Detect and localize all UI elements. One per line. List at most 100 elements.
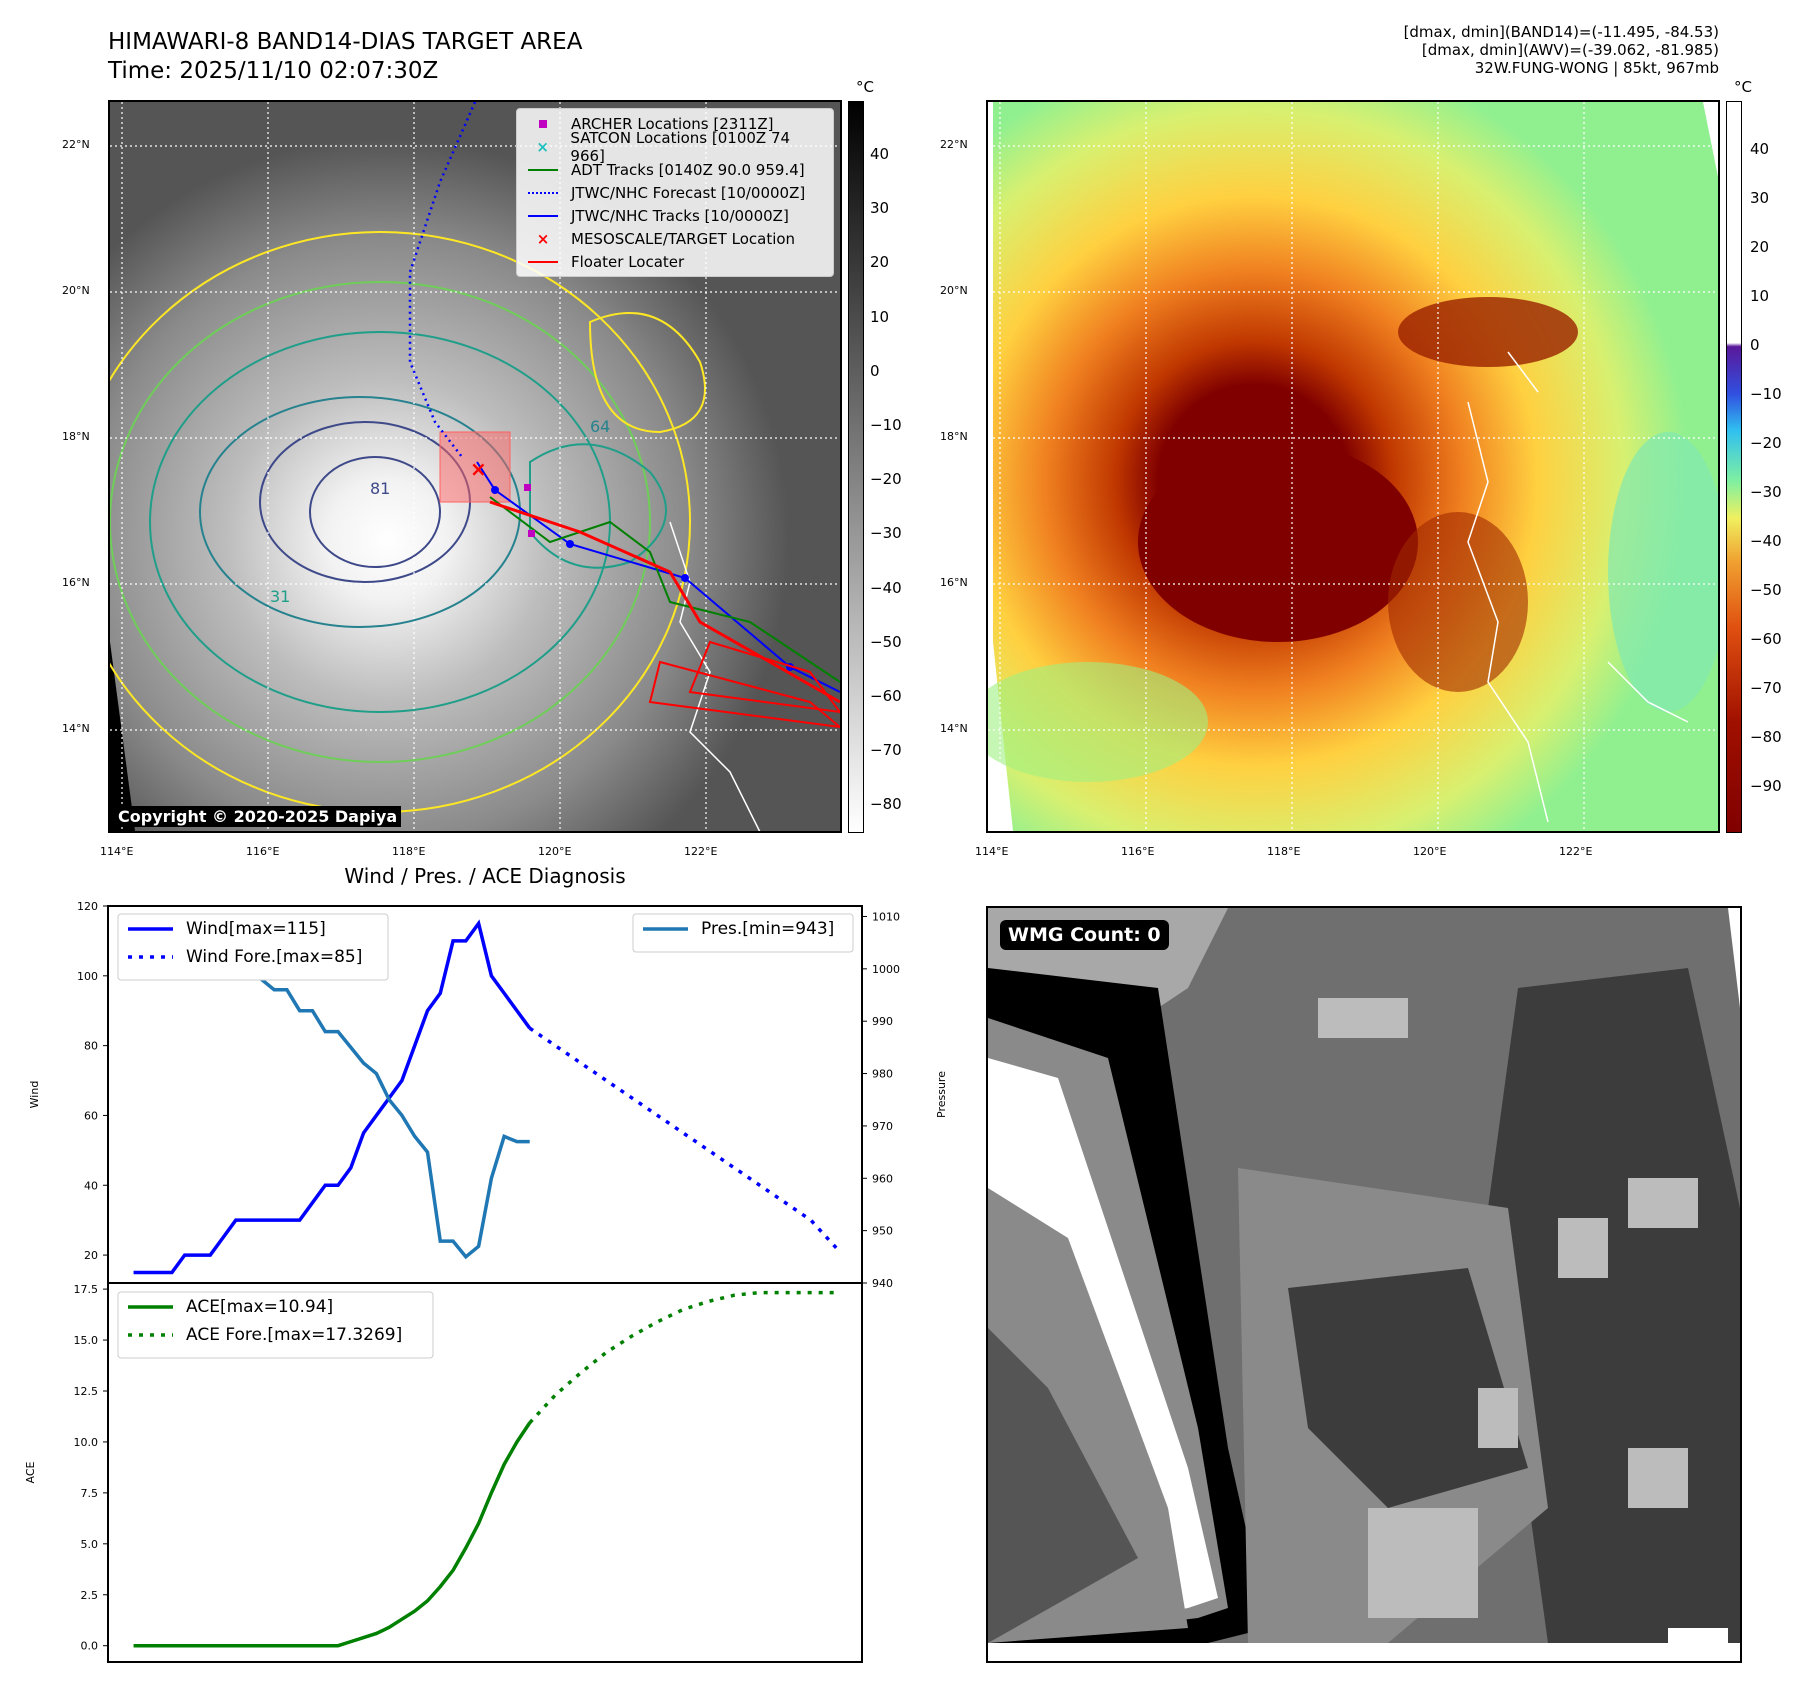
lat-label: 18°N [940,430,968,443]
legend-forecast: JTWC/NHC Forecast [10/0000Z] [525,181,825,204]
y-right-tick-label: 960 [872,1172,893,1185]
ace-legend: ACE[max=10.94] ACE Fore.[max=17.3269] [117,1291,434,1359]
lat-label: 22°N [62,138,90,151]
colorbar-tick: −40 [1750,532,1782,550]
y-tick-label: 80 [84,1040,98,1053]
ace-tick-label: 0.0 [81,1640,99,1653]
colorbar-unit: °C [856,78,874,96]
lon-label: 114°E [100,845,134,858]
wind-forecast-line [528,1026,838,1250]
lat-label: 18°N [62,430,90,443]
lat-label: 20°N [940,284,968,297]
colorbar-tick: −90 [1750,777,1782,795]
lon-label: 118°E [1267,845,1301,858]
legend-floater: Floater Locater [525,250,825,273]
colorbar-tick: −70 [1750,679,1782,697]
y-right-tick-label: 940 [872,1277,893,1290]
legend-label: JTWC/NHC Tracks [10/0000Z] [571,206,789,225]
y-right-tick-label: 990 [872,1015,893,1028]
lon-label: 120°E [538,845,572,858]
stats-line-2: [dmax, dmin](AWV)=(-39.062, -81.985) [1421,41,1719,59]
legend-label: SATCON Locations [0100Z 74 966] [570,128,791,165]
awv-map-panel [986,100,1720,833]
y-tick-label: 60 [84,1109,98,1122]
lat-label: 20°N [62,284,90,297]
ace-tick-label: 2.5 [81,1589,99,1602]
colorbar-tick: 40 [1750,140,1770,158]
legend-archer: ARCHER Locations [2311Z] [525,112,825,135]
ace-axes-frame [107,1282,863,1663]
legend-label: Floater Locater [571,252,685,271]
color-colorbar [1726,101,1742,833]
wmg-image [988,908,1740,1643]
svg-text:×: × [470,457,487,481]
legend-label: ADT Tracks [0140Z 90.0 959.4] [571,160,805,179]
colorbar-tick: 30 [1750,189,1770,207]
y-right-tick-label: 1010 [872,910,900,923]
awv-map-image [988,102,1718,831]
y-right-tick-label: 950 [872,1225,893,1238]
colorbar-tick: 10 [1750,287,1770,305]
lat-label: 14°N [62,722,90,735]
colorbar-tick: −30 [1750,483,1782,501]
pressure-legend: Pres.[min=943] [632,913,854,953]
figure-title: HIMAWARI-8 BAND14-DIAS TARGET AREA Time:… [108,28,582,86]
wind-axis-label: Wind [28,1081,41,1109]
lat-label: 14°N [940,722,968,735]
lon-label: 116°E [1121,845,1155,858]
ace-tick-label: 7.5 [81,1487,99,1500]
colorbar-unit: °C [1734,78,1752,96]
lon-label: 114°E [975,845,1009,858]
legend-label: Wind Fore.[max=85] [186,947,362,967]
stats-header: [dmax, dmin](BAND14)=(-11.495, -84.53) [… [1404,23,1719,77]
y-tick-label: 120 [77,900,98,913]
colorbar-tick: 20 [870,253,890,272]
map-legend: ARCHER Locations [2311Z] × SATCON Locati… [516,108,834,277]
legend-label: JTWC/NHC Forecast [10/0000Z] [571,183,806,202]
colorbar-tick: −60 [870,687,902,705]
colorbar-tick: −40 [870,578,902,597]
lon-label: 116°E [246,845,280,858]
copyright-label: Copyright © 2020-2025 Dapiya [114,806,402,827]
colorbar-tick: −80 [1750,728,1782,746]
colorbar-tick: 40 [870,145,890,163]
title-line-2: Time: 2025/11/10 02:07:30Z [108,58,439,84]
colorbar-tick: −10 [870,416,902,434]
legend-label: MESOSCALE/TARGET Location [571,229,796,248]
stats-line-1: [dmax, dmin](BAND14)=(-11.495, -84.53) [1403,23,1719,41]
contour-label: 64 [590,417,610,436]
ace-forecast-line [528,1290,837,1424]
wmg-panel: WMG Count: 0 [986,906,1742,1663]
colorbar-tick: −50 [1750,581,1782,599]
ace-tick-label: 10.0 [74,1436,99,1449]
colorbar-tick: −10 [1750,385,1782,403]
legend-label: Pres.[min=943] [701,919,834,939]
y-tick-label: 40 [84,1179,98,1192]
contour-label: 81 [370,479,390,498]
lat-label: 16°N [940,576,968,589]
colorbar-tick: −20 [870,470,902,489]
ace-axis-label: ACE [24,1461,37,1483]
ir-map-panel: 81 31 64 × [108,100,842,833]
legend-label: ACE[max=10.94] [186,1297,333,1317]
legend-target: × MESOSCALE/TARGET Location [536,229,796,248]
ace-tick-label: 12.5 [74,1385,99,1398]
y-right-tick-label: 1000 [872,963,900,976]
wmg-count-badge: WMG Count: 0 [1000,920,1169,950]
colorbar-tick: 0 [1750,336,1760,354]
gray-colorbar [848,101,864,833]
colorbar-tick: 30 [870,199,890,218]
ace-tick-label: 15.0 [74,1334,99,1347]
diagnosis-title: Wind / Pres. / ACE Diagnosis [344,864,626,888]
legend-label: Wind[max=115] [186,919,326,939]
contour-label: 31 [270,587,290,606]
stats-line-3: 32W.FUNG-WONG | 85kt, 967mb [1474,59,1719,77]
colorbar-tick: −60 [1750,630,1782,648]
colorbar-tick: −70 [870,741,902,760]
lon-label: 122°E [684,845,718,858]
y-right-tick-label: 970 [872,1120,893,1133]
legend-tracks: JTWC/NHC Tracks [10/0000Z] [525,204,825,227]
colorbar-tick: −80 [870,795,902,814]
colorbar-tick: 10 [870,307,890,326]
legend-satcon: × SATCON Locations [0100Z 74 966] [525,129,825,165]
